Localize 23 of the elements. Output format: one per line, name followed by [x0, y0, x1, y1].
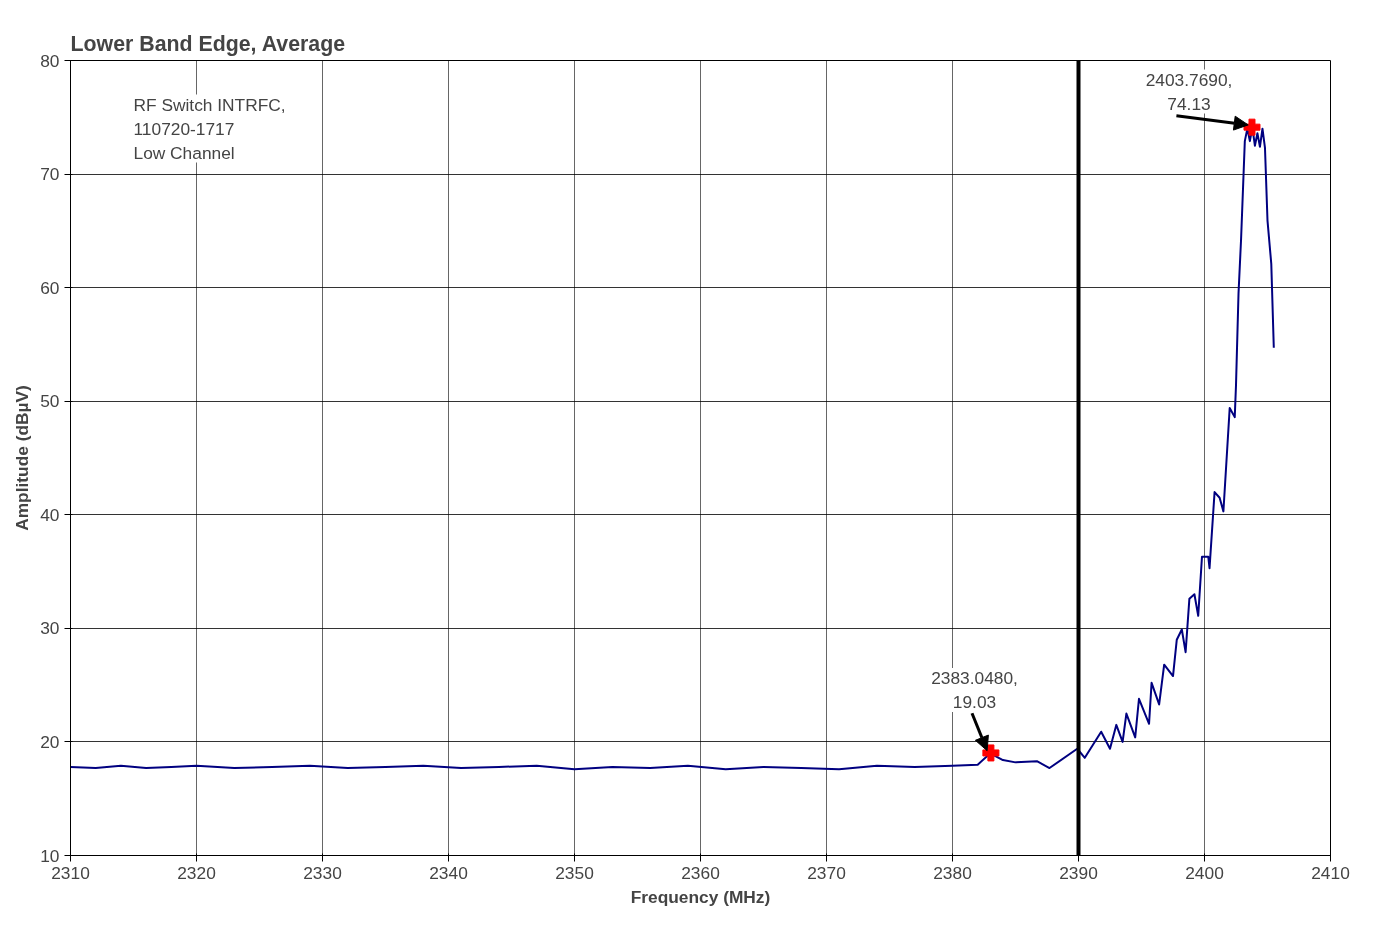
x-axis-title: Frequency (MHz) — [630, 886, 771, 907]
y-tick-label: 50 — [40, 391, 60, 412]
x-tick-label: 2330 — [303, 862, 342, 883]
x-tick-label: 2410 — [1311, 862, 1350, 883]
y-tick-label: 20 — [40, 731, 60, 752]
y-tick-label: 70 — [40, 164, 60, 185]
x-tick-label: 2400 — [1185, 862, 1224, 883]
annotation: 2403.7690, 74.13 — [1145, 69, 1233, 114]
y-axis-title: Amplitude (dBµV) — [12, 385, 33, 531]
y-tick-label: 40 — [40, 504, 60, 525]
y-tick-label: 80 — [40, 50, 60, 71]
y-tick-label: 60 — [40, 277, 60, 298]
annotation: 2383.0480, 19.03 — [931, 668, 1018, 713]
x-tick-label: 2340 — [429, 862, 468, 883]
x-tick-label: 2320 — [177, 862, 216, 883]
x-tick-label: 2390 — [1059, 862, 1098, 883]
annotation: RF Switch INTRFC, 110720-1717 Low Channel — [133, 94, 286, 163]
x-tick-label: 2360 — [681, 862, 720, 883]
x-tick-label: 2380 — [933, 862, 972, 883]
x-tick-label: 2350 — [555, 862, 594, 883]
y-tick-label: 30 — [40, 618, 60, 639]
chart-title: Lower Band Edge, Average — [70, 31, 346, 56]
x-tick-label: 2370 — [807, 862, 846, 883]
